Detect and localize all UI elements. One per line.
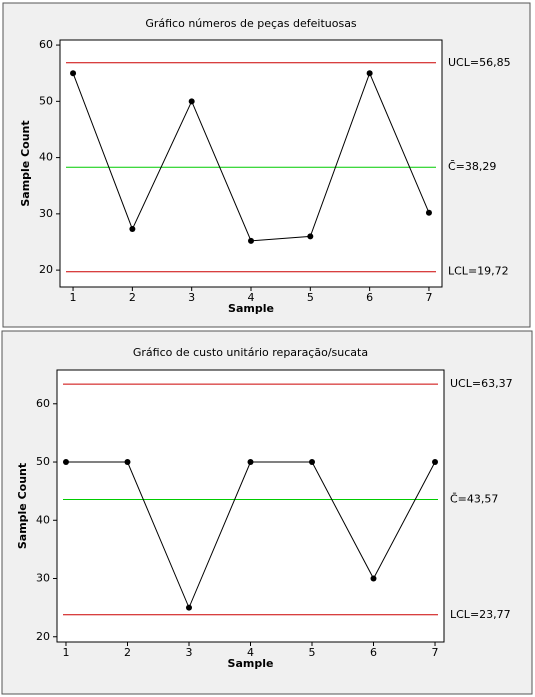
data-point bbox=[307, 233, 314, 240]
y-tick-label: 40 bbox=[36, 513, 50, 526]
y-tick-label: 20 bbox=[36, 630, 50, 643]
control-line-label: C̄=38,29 bbox=[448, 160, 496, 173]
x-tick-label: 2 bbox=[129, 291, 136, 304]
y-tick-label: 30 bbox=[39, 207, 53, 220]
x-axis-label: Sample bbox=[228, 302, 274, 315]
data-point bbox=[129, 226, 136, 233]
y-axis-label: Sample Count bbox=[16, 463, 29, 549]
control-line-label: LCL=23,77 bbox=[450, 608, 511, 621]
y-tick-label: 40 bbox=[39, 151, 53, 164]
x-tick-label: 6 bbox=[366, 291, 373, 304]
y-tick-label: 50 bbox=[36, 455, 50, 468]
x-axis-label: Sample bbox=[228, 657, 274, 670]
y-tick-label: 50 bbox=[39, 94, 53, 107]
data-point bbox=[432, 459, 439, 466]
x-tick-label: 2 bbox=[124, 646, 131, 659]
data-point bbox=[248, 237, 254, 244]
data-point bbox=[366, 70, 373, 77]
data-point bbox=[247, 459, 254, 466]
data-point bbox=[124, 459, 131, 466]
control-line-label: LCL=19,72 bbox=[448, 265, 509, 278]
x-tick-label: 5 bbox=[307, 291, 314, 304]
y-tick-label: 30 bbox=[36, 572, 50, 585]
x-tick-label: 1 bbox=[70, 291, 77, 304]
data-point bbox=[62, 459, 69, 466]
x-tick-label: 1 bbox=[62, 646, 69, 659]
x-tick-label: 7 bbox=[425, 291, 432, 304]
control-line-label: C̄=43,57 bbox=[450, 492, 498, 505]
data-point bbox=[309, 459, 316, 466]
x-tick-label: 6 bbox=[370, 646, 377, 659]
x-tick-label: 3 bbox=[188, 291, 195, 304]
x-tick-label: 5 bbox=[309, 646, 316, 659]
plot-area bbox=[56, 369, 445, 643]
plot-area bbox=[59, 39, 443, 288]
y-tick-label: 20 bbox=[39, 263, 53, 276]
data-point bbox=[188, 98, 195, 105]
x-tick-label: 4 bbox=[247, 646, 254, 659]
x-tick-label: 4 bbox=[248, 291, 255, 304]
y-tick-label: 60 bbox=[36, 397, 50, 410]
y-axis-label: Sample Count bbox=[19, 120, 32, 206]
chart-title: Gráfico números de peças defeituosas bbox=[145, 17, 357, 30]
control-line-label: UCL=56,85 bbox=[448, 56, 511, 69]
data-point bbox=[70, 70, 77, 77]
x-tick-label: 7 bbox=[432, 646, 439, 659]
y-tick-label: 60 bbox=[39, 38, 53, 51]
data-point bbox=[370, 575, 377, 582]
x-tick-label: 3 bbox=[185, 646, 192, 659]
chart-title: Gráfico de custo unitário reparação/suca… bbox=[133, 346, 368, 359]
control-line-label: UCL=63,37 bbox=[450, 377, 513, 390]
data-point bbox=[425, 209, 432, 216]
data-point bbox=[185, 604, 192, 611]
